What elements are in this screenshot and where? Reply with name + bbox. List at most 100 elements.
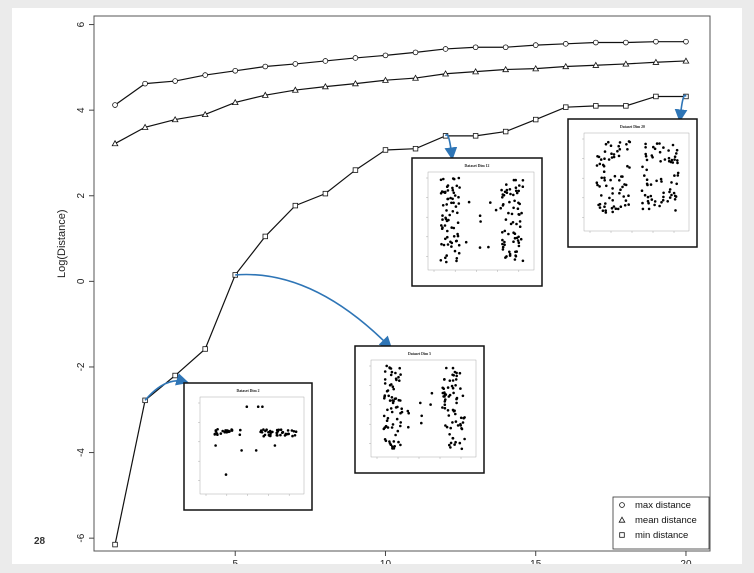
thumbnail-dot <box>441 214 444 217</box>
legend-label: min distance <box>635 530 688 541</box>
thumbnail-dot <box>674 195 678 198</box>
thumbnail-dot <box>518 225 522 228</box>
thumbnail-dot <box>451 408 455 412</box>
thumbnail-dot <box>441 204 445 207</box>
thumbnail-dot <box>439 259 443 262</box>
thumbnail-dot <box>673 158 676 161</box>
thumbnail-dot <box>275 431 279 434</box>
thumbnail-frame <box>567 118 698 248</box>
circle-point <box>593 39 599 46</box>
thumbnail-dot <box>461 421 465 424</box>
thumbnail-dot <box>457 176 461 180</box>
thumbnail-dot <box>675 152 678 155</box>
thumbnail-dot <box>676 159 679 162</box>
circle-point <box>142 80 148 87</box>
thumbnail-dot <box>227 429 230 433</box>
thumbnail-dot <box>603 150 607 153</box>
thumbnail-dot <box>597 155 601 159</box>
thumbnail-dot <box>671 161 675 164</box>
thumbnail-dot <box>512 240 515 243</box>
thumbnail-dot <box>389 443 393 447</box>
thumbnail-dot <box>604 202 607 205</box>
thumbnail-dot <box>662 195 665 199</box>
thumbnail-dot <box>508 188 512 191</box>
thumbnail-dot <box>647 207 651 211</box>
square-point <box>112 541 118 548</box>
thumbnail-dot <box>451 421 454 424</box>
thumbnail-dot <box>503 240 506 244</box>
thumbnail-dot <box>645 158 649 162</box>
circle-point <box>623 39 629 46</box>
thumbnail-dot <box>451 197 454 201</box>
thumbnail-dot <box>603 157 606 160</box>
thumbnail-dot <box>610 152 613 155</box>
thumbnail-dot <box>445 254 449 257</box>
thumbnail-dot <box>454 205 458 208</box>
square-point <box>202 346 208 352</box>
thumbnail-dot <box>453 443 456 446</box>
thumbnail-dot <box>395 378 398 382</box>
square-point <box>653 93 659 100</box>
thumbnail-dot <box>259 429 263 432</box>
thumbnail-dot <box>441 218 444 221</box>
thumbnail-frame <box>411 157 543 287</box>
thumbnail-dot <box>521 259 525 263</box>
thumbnail-dot <box>672 191 676 195</box>
square-point <box>502 128 509 135</box>
thumbnail-dot <box>646 195 650 199</box>
thumbnail-dot <box>443 395 446 398</box>
thumbnail-dot <box>444 256 447 260</box>
thumbnail-dot <box>399 421 403 424</box>
thumbnail-dot <box>645 178 649 181</box>
thumbnail-dot <box>440 224 443 227</box>
thumbnail-dot <box>658 142 661 145</box>
thumbnail-dot <box>267 433 271 437</box>
thumbnail-dot <box>394 371 397 375</box>
circle-point <box>112 102 118 108</box>
circle-point <box>442 46 449 52</box>
thumbnail-dot <box>397 440 400 444</box>
thumbnail-dot <box>448 213 452 217</box>
thumbnail-dot <box>673 198 677 201</box>
thumbnail-dot <box>382 414 386 418</box>
triangle-point <box>201 110 209 118</box>
thumbnail-dot <box>658 150 662 154</box>
thumbnail-title: Dataset Dim 12 <box>465 164 490 168</box>
thumbnail-dot <box>517 189 520 193</box>
thumbnail-dot <box>655 142 659 145</box>
thumbnail-dot <box>454 384 457 387</box>
thumbnail-dot <box>649 194 653 198</box>
thumbnail-dot <box>500 188 503 192</box>
thumbnail-dot <box>513 258 517 261</box>
thumbnail-plot-area <box>427 171 535 271</box>
thumbnail-dot <box>608 196 611 200</box>
thumbnail-dot <box>457 195 460 199</box>
thumbnail-dot <box>451 188 455 192</box>
thumbnail-dot <box>670 193 673 197</box>
thumbnail-dot <box>443 403 447 407</box>
thumbnail-dot <box>514 178 517 182</box>
thumbnail-dot <box>464 240 468 244</box>
thumbnail-dot <box>459 422 462 426</box>
thumbnail-dot <box>605 184 608 188</box>
thumbnail-dot <box>420 414 424 418</box>
thumbnail-dot <box>620 175 623 178</box>
thumbnail-plot-area <box>583 132 690 232</box>
thumbnail-dot <box>612 205 616 208</box>
thumbnail-dot <box>510 212 514 216</box>
thumbnail-dot <box>670 181 673 184</box>
thumbnail-dot <box>516 239 520 242</box>
thumbnail-dot <box>456 424 460 427</box>
thumbnail-dot <box>479 220 482 223</box>
thumbnail-dot <box>517 235 520 239</box>
thumbnail-dot <box>391 423 395 426</box>
triangle-point <box>502 65 510 73</box>
thumbnail-dot <box>516 207 520 210</box>
y-tick-label: 6 <box>76 21 87 27</box>
thumbnail-dot <box>598 206 602 209</box>
thumbnail-dot <box>515 191 519 195</box>
triangle-point <box>261 91 269 98</box>
thumbnail-dot <box>449 426 453 430</box>
thumbnail-dot <box>455 374 459 378</box>
square-point <box>563 104 569 110</box>
